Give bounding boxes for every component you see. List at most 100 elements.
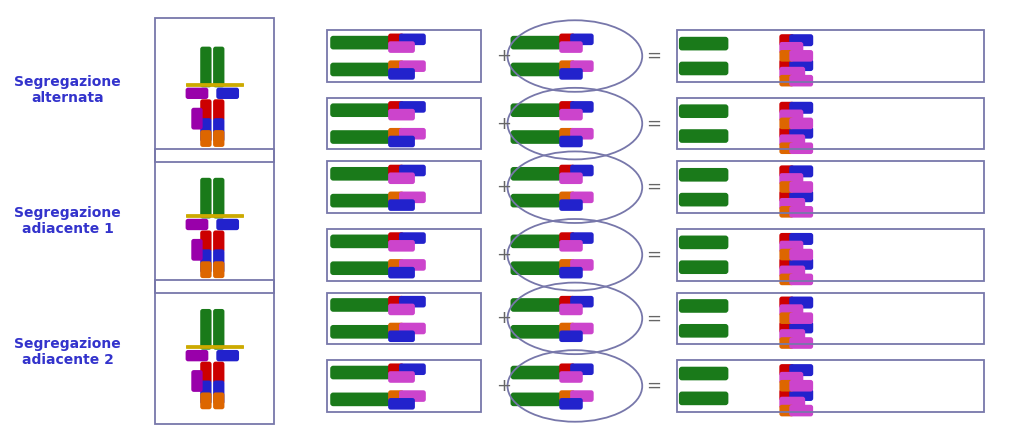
FancyBboxPatch shape	[399, 101, 426, 113]
FancyBboxPatch shape	[559, 303, 583, 315]
FancyBboxPatch shape	[790, 233, 813, 245]
FancyBboxPatch shape	[388, 363, 404, 375]
FancyBboxPatch shape	[388, 330, 415, 342]
FancyBboxPatch shape	[388, 303, 415, 315]
FancyBboxPatch shape	[399, 390, 426, 402]
Bar	[328, 360, 480, 412]
Text: +: +	[496, 115, 511, 133]
FancyBboxPatch shape	[779, 389, 795, 401]
FancyBboxPatch shape	[679, 62, 728, 75]
Bar	[328, 161, 480, 213]
FancyBboxPatch shape	[779, 181, 794, 193]
FancyBboxPatch shape	[779, 198, 805, 210]
FancyBboxPatch shape	[388, 41, 415, 53]
FancyBboxPatch shape	[679, 235, 728, 249]
FancyBboxPatch shape	[213, 381, 224, 404]
FancyBboxPatch shape	[201, 130, 212, 147]
FancyBboxPatch shape	[559, 390, 575, 402]
FancyBboxPatch shape	[790, 142, 813, 154]
Text: =: =	[646, 178, 662, 196]
FancyBboxPatch shape	[559, 164, 575, 176]
FancyBboxPatch shape	[213, 392, 224, 409]
Text: =: =	[646, 115, 662, 133]
FancyBboxPatch shape	[790, 59, 813, 71]
FancyBboxPatch shape	[399, 323, 426, 334]
FancyBboxPatch shape	[779, 372, 803, 384]
FancyBboxPatch shape	[679, 324, 728, 338]
FancyBboxPatch shape	[559, 109, 583, 120]
FancyBboxPatch shape	[570, 259, 594, 271]
FancyBboxPatch shape	[511, 63, 563, 76]
Bar	[677, 98, 984, 149]
FancyBboxPatch shape	[779, 405, 794, 416]
Text: =: =	[646, 377, 662, 395]
FancyBboxPatch shape	[679, 260, 728, 274]
FancyBboxPatch shape	[511, 392, 563, 406]
FancyBboxPatch shape	[511, 235, 563, 248]
FancyBboxPatch shape	[790, 127, 813, 138]
FancyBboxPatch shape	[216, 88, 239, 99]
FancyBboxPatch shape	[559, 232, 575, 244]
FancyBboxPatch shape	[201, 309, 212, 350]
FancyBboxPatch shape	[559, 267, 583, 278]
FancyBboxPatch shape	[790, 190, 813, 202]
Text: +: +	[496, 47, 511, 65]
FancyBboxPatch shape	[388, 191, 404, 203]
FancyBboxPatch shape	[570, 60, 594, 72]
FancyBboxPatch shape	[779, 364, 795, 376]
FancyBboxPatch shape	[388, 60, 404, 72]
FancyBboxPatch shape	[559, 191, 575, 203]
FancyBboxPatch shape	[779, 135, 805, 146]
FancyBboxPatch shape	[213, 130, 224, 147]
Bar	[677, 161, 984, 213]
FancyBboxPatch shape	[779, 34, 795, 46]
FancyBboxPatch shape	[511, 194, 563, 207]
FancyBboxPatch shape	[779, 118, 794, 129]
FancyBboxPatch shape	[399, 191, 426, 203]
FancyBboxPatch shape	[790, 312, 813, 324]
FancyBboxPatch shape	[399, 259, 426, 271]
FancyBboxPatch shape	[388, 34, 404, 45]
FancyBboxPatch shape	[511, 262, 563, 275]
FancyBboxPatch shape	[330, 235, 390, 248]
FancyBboxPatch shape	[779, 329, 805, 341]
FancyBboxPatch shape	[790, 405, 813, 416]
FancyBboxPatch shape	[779, 258, 795, 270]
FancyBboxPatch shape	[779, 304, 803, 316]
FancyBboxPatch shape	[511, 366, 563, 379]
Text: Segregazione
alternata: Segregazione alternata	[14, 75, 121, 105]
FancyBboxPatch shape	[559, 398, 583, 410]
FancyBboxPatch shape	[790, 296, 813, 309]
FancyBboxPatch shape	[213, 231, 224, 252]
FancyBboxPatch shape	[779, 249, 794, 260]
FancyBboxPatch shape	[679, 129, 728, 143]
FancyBboxPatch shape	[679, 367, 728, 380]
FancyBboxPatch shape	[388, 164, 404, 176]
Text: Segregazione
adiacente 1: Segregazione adiacente 1	[14, 206, 121, 236]
FancyBboxPatch shape	[779, 273, 794, 285]
FancyBboxPatch shape	[559, 172, 583, 184]
FancyBboxPatch shape	[213, 261, 224, 278]
Text: Segregazione
adiacente 2: Segregazione adiacente 2	[14, 337, 121, 367]
FancyBboxPatch shape	[570, 191, 594, 203]
FancyBboxPatch shape	[779, 127, 795, 138]
FancyBboxPatch shape	[570, 363, 594, 375]
FancyBboxPatch shape	[185, 88, 208, 99]
FancyBboxPatch shape	[779, 397, 805, 409]
FancyBboxPatch shape	[330, 36, 390, 49]
FancyBboxPatch shape	[779, 173, 803, 185]
FancyBboxPatch shape	[511, 130, 563, 144]
FancyBboxPatch shape	[779, 265, 805, 277]
Bar	[155, 280, 273, 424]
FancyBboxPatch shape	[570, 232, 594, 244]
FancyBboxPatch shape	[559, 330, 583, 342]
FancyBboxPatch shape	[790, 273, 813, 285]
Bar	[328, 229, 480, 280]
FancyBboxPatch shape	[790, 321, 813, 333]
FancyBboxPatch shape	[388, 136, 415, 147]
FancyBboxPatch shape	[511, 103, 563, 117]
Text: =: =	[646, 310, 662, 327]
FancyBboxPatch shape	[790, 380, 813, 392]
FancyBboxPatch shape	[213, 47, 224, 87]
FancyBboxPatch shape	[201, 261, 212, 278]
